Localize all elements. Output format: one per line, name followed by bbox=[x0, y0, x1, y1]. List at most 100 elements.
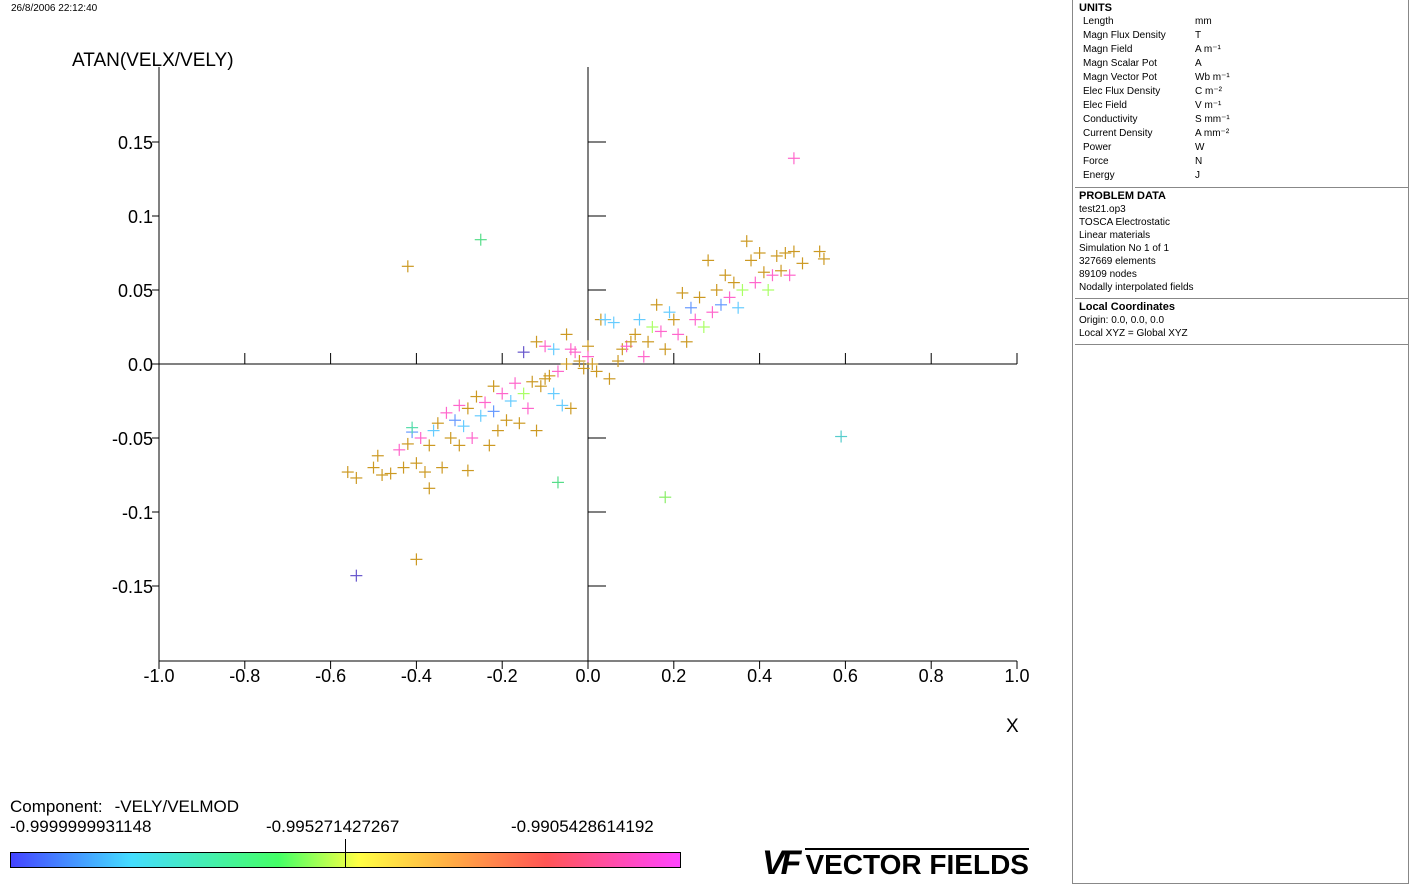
data-point bbox=[560, 328, 573, 341]
data-point bbox=[341, 466, 354, 479]
units-title: UNITS bbox=[1079, 2, 1112, 14]
data-point bbox=[466, 432, 479, 444]
data-point bbox=[453, 439, 466, 452]
data-point bbox=[487, 380, 500, 393]
data-point bbox=[457, 420, 470, 433]
units-row: Magn Vector Pot Wb m⁻¹ bbox=[1079, 71, 1404, 85]
data-point bbox=[693, 291, 706, 304]
y-tick-label: 0.0 bbox=[128, 355, 153, 375]
data-point bbox=[474, 233, 487, 246]
data-point bbox=[762, 284, 775, 296]
data-point bbox=[650, 298, 663, 311]
data-point bbox=[509, 377, 522, 390]
data-point bbox=[706, 306, 719, 319]
data-point bbox=[697, 321, 710, 333]
unit-value: A m⁻¹ bbox=[1195, 44, 1221, 55]
data-point bbox=[590, 365, 603, 378]
colorbar-mid-tick bbox=[345, 839, 346, 867]
data-point bbox=[521, 402, 534, 415]
data-point bbox=[637, 350, 650, 363]
x-tick-label: -0.6 bbox=[315, 666, 346, 686]
data-point bbox=[526, 375, 539, 388]
data-point bbox=[350, 569, 363, 582]
data-point bbox=[646, 321, 659, 333]
y-axis-label: ATAN(VELX/VELY) bbox=[72, 50, 234, 71]
data-point bbox=[779, 247, 792, 259]
data-point bbox=[749, 276, 762, 289]
x-axis-label: X bbox=[1006, 716, 1019, 737]
data-point bbox=[577, 362, 590, 375]
data-point bbox=[423, 439, 436, 452]
y-tick-label: 0.1 bbox=[128, 207, 153, 227]
unit-name: Power bbox=[1083, 142, 1112, 153]
component-label: Component: -VELY/VELMOD bbox=[10, 797, 690, 817]
data-point bbox=[740, 235, 753, 248]
units-row: Length mm bbox=[1079, 15, 1404, 29]
data-point bbox=[680, 335, 693, 348]
unit-value: Wb m⁻¹ bbox=[1195, 72, 1230, 83]
data-point bbox=[491, 424, 504, 437]
local-coords-line: Origin: 0.0, 0.0, 0.0 bbox=[1079, 315, 1165, 326]
data-point bbox=[667, 313, 680, 326]
unit-name: Magn Flux Density bbox=[1083, 30, 1166, 41]
data-point bbox=[431, 417, 444, 430]
data-point bbox=[629, 328, 642, 341]
data-point bbox=[633, 313, 646, 326]
data-point bbox=[496, 387, 509, 400]
data-point bbox=[423, 482, 436, 495]
x-tick-label: 0.0 bbox=[575, 666, 600, 686]
x-tick-label: 0.2 bbox=[661, 666, 686, 686]
data-point bbox=[401, 260, 414, 273]
units-row: Current Density A mm⁻² bbox=[1079, 127, 1404, 141]
data-point bbox=[689, 313, 702, 326]
data-point bbox=[612, 355, 625, 368]
data-point bbox=[586, 358, 599, 370]
scale-values: -0.9999999931148 -0.995271427267 -0.9905… bbox=[10, 817, 690, 839]
problem-data-line: Nodally interpolated fields bbox=[1079, 282, 1194, 293]
units-row: Magn Flux Density T bbox=[1079, 29, 1404, 43]
data-point bbox=[440, 406, 453, 419]
data-point bbox=[350, 471, 363, 484]
data-point bbox=[414, 432, 427, 444]
data-point bbox=[663, 306, 676, 319]
unit-name: Length bbox=[1083, 16, 1114, 27]
y-tick-label: -0.05 bbox=[112, 429, 153, 449]
scatter-plot: -1.0 -0.8 -0.6 -0.4 -0.2 0.0 0.2 0.4 0.6 0.8 1.0 0.… bbox=[72, 50, 1030, 686]
unit-name: Magn Scalar Pot bbox=[1083, 58, 1157, 69]
data-point bbox=[757, 266, 770, 279]
x-tick-label: 0.4 bbox=[747, 666, 772, 686]
data-point bbox=[835, 430, 848, 443]
unit-name: Current Density bbox=[1083, 128, 1153, 139]
data-point bbox=[539, 340, 552, 353]
data-point bbox=[672, 328, 685, 341]
data-point bbox=[727, 276, 740, 289]
data-point bbox=[483, 439, 496, 452]
problem-data-line: 89109 nodes bbox=[1079, 269, 1137, 280]
data-point bbox=[817, 252, 830, 265]
data-point bbox=[564, 402, 577, 415]
data-point bbox=[479, 396, 492, 409]
unit-name: Conductivity bbox=[1083, 114, 1138, 125]
local-coords-title: Local Coordinates bbox=[1079, 301, 1175, 313]
data-point bbox=[513, 417, 526, 430]
scale-max: -0.9905428614192 bbox=[511, 817, 654, 836]
y-tick-label: 0.05 bbox=[118, 281, 153, 301]
problem-data-line: Linear materials bbox=[1079, 230, 1151, 241]
data-point bbox=[654, 325, 667, 338]
data-point bbox=[775, 264, 788, 277]
info-panel: UNITS Length mm Magn Flux Density T Magn Fie… bbox=[1072, 0, 1409, 884]
data-point bbox=[684, 301, 697, 314]
data-point bbox=[582, 340, 594, 353]
data-point bbox=[547, 343, 560, 356]
problem-data-list: test21.op3 TOSCA Electrostatic Linear mate… bbox=[1079, 203, 1404, 294]
data-point bbox=[427, 424, 440, 437]
data-point bbox=[624, 335, 637, 348]
units-row: Energy J bbox=[1079, 169, 1404, 183]
unit-name: Magn Vector Pot bbox=[1083, 72, 1157, 83]
data-point bbox=[530, 424, 543, 437]
data-point bbox=[401, 437, 414, 450]
data-point bbox=[796, 257, 809, 270]
data-point bbox=[659, 491, 672, 504]
data-point bbox=[384, 467, 397, 480]
logo-mark: VF bbox=[762, 844, 802, 882]
